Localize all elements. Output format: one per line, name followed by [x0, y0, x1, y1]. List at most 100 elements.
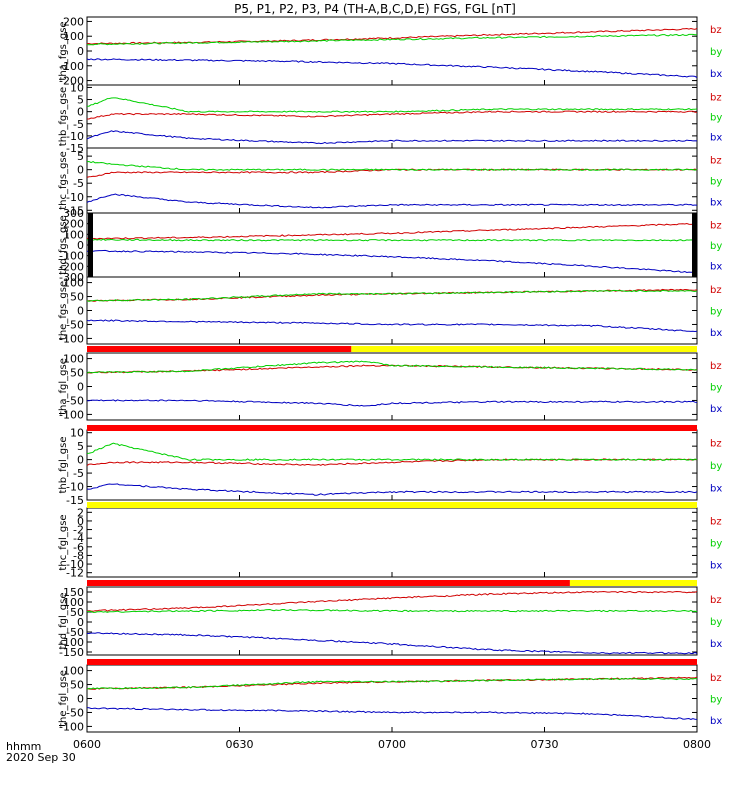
y-tick-label: 100 [63, 596, 84, 609]
series-line-bx [87, 632, 698, 655]
legend-label-by: by [710, 617, 722, 628]
data-gap-marker [88, 213, 93, 277]
x-tick-label: 0800 [683, 738, 711, 751]
series-line-by [87, 97, 698, 113]
y-tick-label: -300 [59, 271, 84, 284]
mode-bar-yellow [351, 346, 697, 352]
y-tick-label: 0 [77, 106, 84, 119]
y-tick-label: 100 [63, 353, 84, 366]
legend-label-bx: bx [710, 639, 722, 650]
legend-label-bx: bx [710, 197, 722, 208]
y-axis-label: thb_fgl_gse [58, 437, 69, 494]
y-tick-label: -150 [59, 646, 84, 659]
y-tick-label: -50 [66, 318, 84, 331]
y-axis-label: tha_fgs_gse [58, 21, 69, 80]
legend-label-bz: bz [710, 516, 722, 527]
series-line-bz [86, 222, 698, 240]
y-tick-label: -100 [59, 60, 84, 73]
y-tick-label: -5 [73, 118, 84, 131]
y-tick-label: 50 [70, 606, 84, 619]
legend-label-bz: bz [710, 156, 722, 167]
y-tick-label: 0 [77, 239, 84, 252]
legend-label-bz: bz [710, 673, 722, 684]
y-tick-label: -100 [59, 636, 84, 649]
y-tick-label: 50 [70, 679, 84, 692]
series-line-bz [86, 168, 698, 178]
y-tick-label: -15 [66, 494, 84, 507]
x-tick-label: 0630 [226, 738, 254, 751]
x-tick-label: 0600 [73, 738, 101, 751]
legend-label-bz: bz [710, 25, 722, 36]
legend-label-by: by [710, 383, 722, 394]
y-tick-label: 5 [77, 150, 84, 163]
series-line-bz [86, 458, 698, 467]
y-tick-label: 0 [77, 45, 84, 58]
mode-bar-red [87, 346, 352, 352]
y-tick-label: 0 [77, 515, 84, 528]
y-axis-label: the_fgs_gse [58, 281, 69, 340]
y-tick-label: 100 [63, 30, 84, 43]
y-tick-label: 5 [77, 440, 84, 453]
series-line-bx [86, 483, 698, 496]
y-tick-label: 100 [63, 665, 84, 678]
y-tick-label: 2 [77, 506, 84, 519]
mode-bar-red [87, 425, 697, 431]
series-line-by [86, 442, 698, 461]
y-tick-label: -50 [66, 706, 84, 719]
y-tick-label: 150 [63, 586, 84, 599]
legend-label-by: by [710, 461, 722, 472]
y-axis-label: thd_fgs_gse [58, 215, 69, 274]
y-tick-label: 200 [63, 15, 84, 28]
y-tick-label: 300 [63, 207, 84, 220]
panel-frame [86, 429, 698, 501]
legend-label-by: by [710, 539, 722, 550]
legend-label-bx: bx [710, 561, 722, 572]
y-axis-label: thc_fgs_gse [58, 151, 69, 210]
y-tick-label: -15 [66, 142, 84, 155]
legend-label-bx: bx [710, 404, 722, 415]
legend-label-by: by [710, 241, 722, 252]
y-tick-label: -15 [66, 204, 84, 217]
legend-label-by: by [710, 695, 722, 706]
legend-label-bx: bx [710, 133, 722, 144]
series-line-bx [86, 707, 698, 720]
legend-label-bz: bz [710, 285, 722, 296]
y-axis-label: thd_fgl_gse [58, 593, 69, 650]
mode-bar-red [87, 580, 570, 586]
y-tick-label: 0 [77, 616, 84, 629]
y-tick-label: 10 [70, 81, 84, 94]
legend-label-bz: bz [710, 221, 722, 232]
y-tick-label: 0 [77, 305, 84, 318]
panel-frame [86, 147, 698, 214]
y-tick-label: -100 [59, 408, 84, 421]
data-gap-marker [692, 213, 697, 277]
y-tick-label: 0 [77, 693, 84, 706]
legend-label-bx: bx [710, 261, 722, 272]
y-tick-label: 200 [63, 218, 84, 231]
y-tick-label: -8 [73, 549, 84, 562]
y-tick-label: -200 [59, 75, 84, 88]
y-tick-label: -200 [59, 260, 84, 273]
mode-bar-yellow [569, 580, 697, 586]
series-line-bz [86, 590, 698, 612]
y-tick-label: -12 [66, 567, 84, 580]
y-axis-label: thc_fgl_gse [58, 514, 69, 570]
y-tick-label: 0 [77, 454, 84, 467]
series-line-bx [86, 249, 698, 274]
panel-frame [86, 352, 698, 421]
y-axis-label: the_fgl_gse [58, 670, 69, 727]
series-line-by [86, 608, 698, 613]
legend-label-bx: bx [710, 69, 722, 80]
y-axis-label: tha_fgl_gse [58, 358, 69, 415]
legend-label-bx: bx [710, 328, 722, 339]
y-tick-label: 10 [70, 427, 84, 440]
panel-frame [86, 84, 698, 149]
y-tick-label: -10 [66, 481, 84, 494]
legend-label-by: by [710, 113, 722, 124]
series-line-bx [86, 130, 698, 145]
y-tick-label: -100 [59, 332, 84, 345]
y-tick-label: 100 [63, 277, 84, 290]
y-tick-label: -10 [66, 191, 84, 204]
y-tick-label: -50 [66, 394, 84, 407]
